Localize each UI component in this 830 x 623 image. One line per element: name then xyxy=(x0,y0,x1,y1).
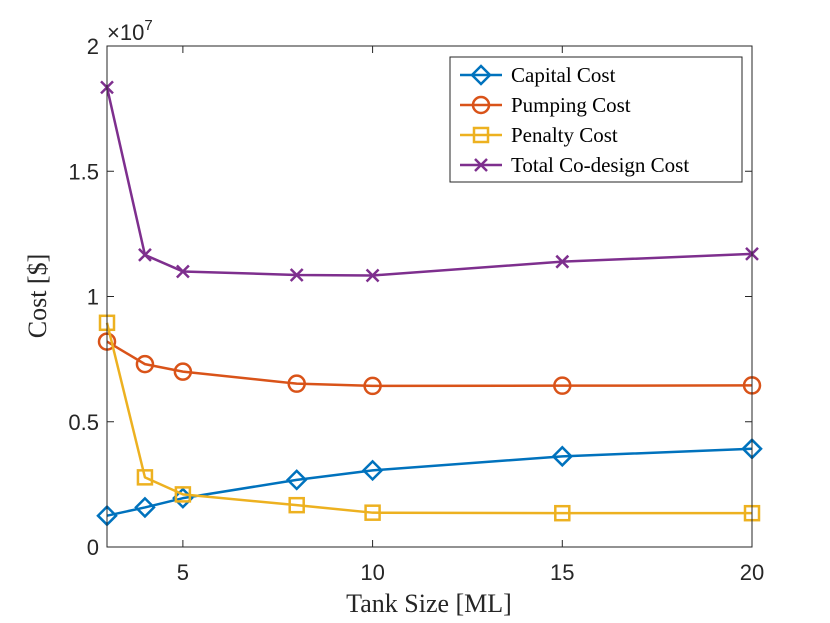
legend-label-capital-cost: Capital Cost xyxy=(511,63,616,87)
x-tick-label-2: 15 xyxy=(550,560,574,585)
legend-marker-capital-cost xyxy=(470,64,492,86)
data-point-capital-cost-3 xyxy=(285,469,308,491)
y-tick-label-4: 2 xyxy=(87,34,99,59)
legend-marker-total-co-design-cost xyxy=(474,158,488,172)
legend-label-penalty-cost: Penalty Cost xyxy=(511,123,618,147)
data-point-pumping-cost-1 xyxy=(135,354,155,374)
legend-marker-total-co-design-cost-stroke-b xyxy=(474,158,488,172)
data-point-penalty-cost-4 xyxy=(364,504,381,521)
series-penalty-cost xyxy=(98,314,761,522)
x-axis-label: Tank Size [ML] xyxy=(346,589,512,618)
data-point-penalty-cost-2 xyxy=(174,486,192,503)
legend-marker-pumping-cost xyxy=(471,95,491,115)
y-multiplier-exponent: 7 xyxy=(144,17,152,34)
data-point-total-co-design-cost-1-stroke-b xyxy=(138,248,152,262)
data-point-total-co-design-cost-3-stroke-b xyxy=(289,268,304,282)
legend-item-penalty-cost: Penalty Cost xyxy=(460,123,618,147)
y-tick-label-1: 0.5 xyxy=(68,410,99,435)
x-tick-label-1: 10 xyxy=(360,560,384,585)
data-point-total-co-design-cost-2 xyxy=(175,264,190,279)
legend-marker-penalty-cost xyxy=(472,126,490,144)
y-tick-label-3: 1.5 xyxy=(68,159,99,184)
data-point-total-co-design-cost-2-stroke-b xyxy=(175,264,190,279)
data-point-total-co-design-cost-1 xyxy=(138,248,152,262)
data-point-total-co-design-cost-4 xyxy=(365,268,380,283)
legend-box xyxy=(449,56,743,183)
legend: Capital Cost Pumping Cost Penalty Cost Tota… xyxy=(449,56,743,183)
data-point-penalty-cost-5 xyxy=(554,504,571,522)
legend-item-pumping-cost: Pumping Cost xyxy=(460,93,631,117)
data-point-pumping-cost-3 xyxy=(287,374,306,393)
y-tick-label-2: 1 xyxy=(87,285,99,310)
legend-label-total-co-design-cost: Total Co-design Cost xyxy=(511,153,689,177)
series-line-pumping-cost xyxy=(106,340,753,388)
legend-item-total-co-design-cost: Total Co-design Cost xyxy=(460,153,689,177)
legend-item-capital-cost: Capital Cost xyxy=(460,63,616,87)
ticks-layer: 5 10 15 20 0 0.5 1 1.5 2 xyxy=(68,34,764,585)
data-point-pumping-cost-4 xyxy=(363,376,382,396)
data-point-capital-cost-1 xyxy=(134,496,156,519)
data-point-penalty-cost-1 xyxy=(136,469,154,486)
data-point-total-co-design-cost-5-stroke-b xyxy=(555,254,570,269)
data-point-penalty-cost-3 xyxy=(288,496,305,514)
data-point-pumping-cost-5 xyxy=(553,376,572,395)
y-tick-label-0: 0 xyxy=(87,535,99,560)
series-line-capital-cost xyxy=(106,447,753,517)
y-multiplier: ×107 xyxy=(107,17,153,45)
y-multiplier-base: ×10 xyxy=(107,20,144,45)
data-point-capital-cost-5 xyxy=(551,445,574,468)
series-layer xyxy=(96,80,763,527)
data-point-capital-cost-4 xyxy=(361,459,384,482)
legend-label-pumping-cost: Pumping Cost xyxy=(511,93,631,117)
data-point-total-co-design-cost-5 xyxy=(555,254,570,269)
x-tick-label-0: 5 xyxy=(177,560,189,585)
series-line-penalty-cost xyxy=(105,322,752,515)
x-tick-label-3: 20 xyxy=(740,560,764,585)
data-point-pumping-cost-2 xyxy=(173,362,193,381)
data-point-total-co-design-cost-4-stroke-b xyxy=(365,268,380,283)
series-total-co-design-cost xyxy=(100,80,759,283)
data-point-total-co-design-cost-3 xyxy=(289,268,304,282)
y-axis-label: Cost [$] xyxy=(23,254,52,339)
